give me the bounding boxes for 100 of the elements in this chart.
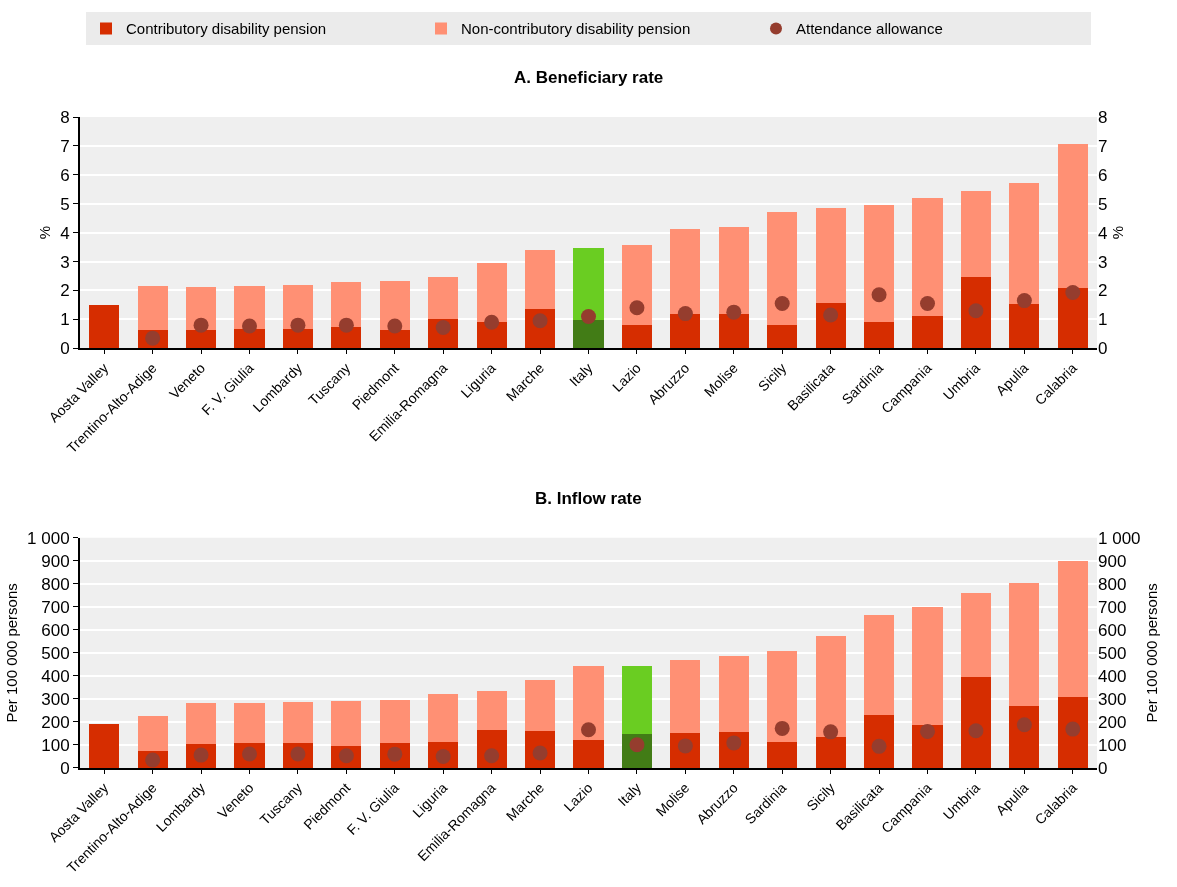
point — [1016, 293, 1032, 309]
legend-label: Attendance allowance — [796, 20, 943, 38]
bar — [379, 329, 410, 349]
bar — [331, 327, 362, 349]
bar — [864, 204, 895, 323]
y-axis-title: % — [1109, 225, 1127, 240]
point — [629, 300, 645, 316]
bar — [670, 228, 701, 314]
bar — [718, 655, 749, 732]
bar — [282, 328, 313, 349]
legend-label: Non-contributory disability pension — [461, 20, 691, 38]
bar — [379, 280, 410, 330]
point — [581, 722, 596, 738]
bar — [1009, 182, 1040, 305]
bar — [186, 330, 217, 349]
y-tick-label: 500 — [1098, 643, 1127, 663]
bar — [815, 635, 846, 737]
bar — [476, 263, 507, 323]
bar — [186, 703, 217, 745]
y-tick-label: 800 — [1098, 574, 1127, 594]
point — [871, 287, 887, 303]
y-tick-label: 2 — [1098, 281, 1108, 301]
bar — [718, 226, 749, 314]
point — [726, 304, 742, 320]
point — [581, 308, 596, 324]
y-tick-label: 1 — [1098, 310, 1108, 330]
y-tick-label: 7 — [1098, 136, 1108, 156]
y-tick-label: 200 — [1098, 712, 1127, 732]
bar — [428, 276, 459, 319]
bar — [621, 245, 652, 325]
legend-label: Contributory disability pension — [126, 20, 327, 38]
y-tick-label: 3 — [1098, 252, 1108, 272]
bar — [89, 724, 120, 768]
point — [484, 314, 500, 330]
bar — [1057, 696, 1088, 768]
point — [677, 306, 693, 322]
y2-tick-label: 7 — [60, 136, 70, 156]
bar — [234, 286, 265, 329]
bar — [573, 320, 604, 349]
point — [387, 318, 403, 334]
bar — [864, 322, 895, 349]
bar — [89, 304, 120, 349]
bar — [815, 208, 846, 303]
x-tick-label: Italy — [566, 359, 596, 390]
y2-axis-title: % — [35, 225, 53, 240]
bar — [864, 614, 895, 716]
bar — [621, 324, 652, 349]
y-tick-label: 1 000 — [1098, 528, 1141, 548]
y-tick-label: 0 — [1098, 758, 1108, 778]
chart-title: B. Inflow rate — [535, 489, 642, 508]
bar — [428, 693, 459, 742]
y-axis-title: Per 100 000 persons — [1142, 583, 1160, 723]
y2-tick-label: 8 — [60, 107, 70, 127]
bar — [718, 313, 749, 349]
bar — [234, 328, 265, 349]
bar — [912, 316, 943, 349]
y2-tick-label: 2 — [60, 281, 70, 301]
bar — [234, 702, 265, 743]
y-tick-label: 0 — [1098, 339, 1108, 359]
bar — [912, 607, 943, 725]
y2-tick-label: 300 — [41, 689, 70, 709]
point — [823, 307, 839, 323]
bar — [1057, 561, 1088, 697]
bar — [1009, 304, 1040, 349]
bar — [767, 651, 798, 743]
bar — [573, 665, 604, 740]
point — [968, 303, 984, 319]
y-tick-label: 8 — [1098, 107, 1108, 127]
y-tick-label: 5 — [1098, 194, 1108, 214]
y2-tick-label: 100 — [41, 735, 70, 755]
y2-tick-label: 1 — [60, 310, 70, 330]
bar — [282, 701, 313, 744]
y-tick-label: 6 — [1098, 165, 1108, 185]
y-tick-label: 300 — [1098, 689, 1127, 709]
y2-tick-label: 3 — [60, 252, 70, 272]
y2-tick-label: 0 — [60, 758, 70, 778]
bar — [815, 736, 846, 768]
bar — [525, 249, 556, 310]
bar — [912, 197, 943, 317]
bar — [767, 742, 798, 768]
point — [920, 723, 935, 739]
point — [968, 723, 984, 739]
y2-tick-label: 4 — [60, 223, 70, 243]
x-tick-label: Italy — [614, 779, 644, 810]
y2-tick-label: 0 — [60, 339, 70, 359]
y2-tick-label: 1 000 — [27, 528, 70, 548]
bar — [331, 282, 362, 328]
y-tick-label: 4 — [1098, 223, 1108, 243]
bar — [379, 700, 410, 744]
y2-tick-label: 800 — [41, 574, 70, 594]
y2-tick-label: 6 — [60, 165, 70, 185]
y2-tick-label: 400 — [41, 666, 70, 686]
point — [823, 724, 839, 740]
point — [242, 318, 257, 334]
point — [920, 295, 935, 311]
bar — [767, 324, 798, 349]
y-tick-label: 700 — [1098, 597, 1127, 617]
point — [1065, 721, 1081, 737]
bar — [960, 191, 991, 278]
y2-tick-label: 600 — [41, 620, 70, 640]
